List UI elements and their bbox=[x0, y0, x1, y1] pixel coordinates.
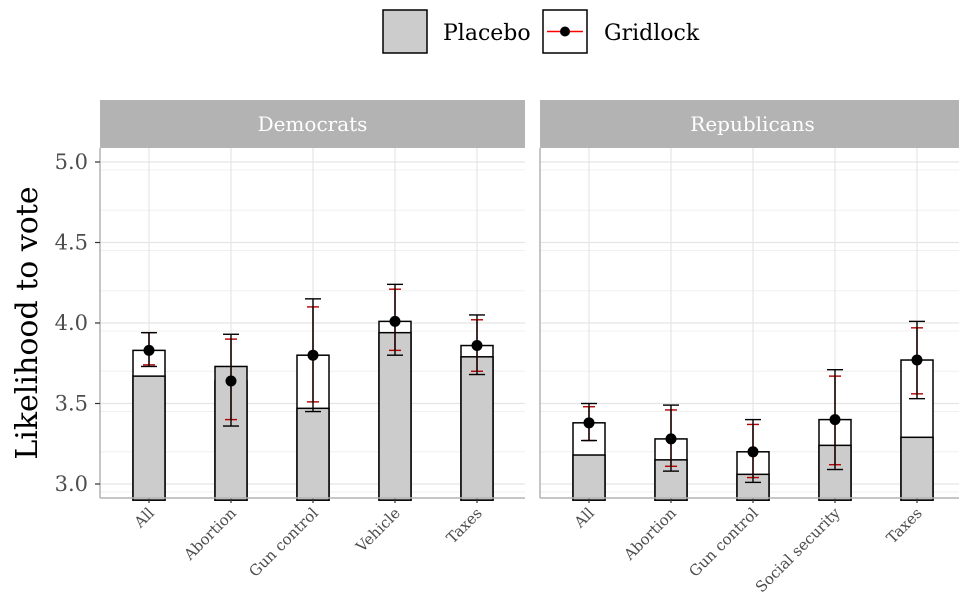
point-gridlock bbox=[225, 375, 237, 387]
y-tick-label: 3.0 bbox=[55, 472, 88, 496]
panel-democrats: Democrats All Abortion Gun control Vehicle Ta… bbox=[99, 100, 525, 581]
legend-label-gridlock: Gridlock bbox=[604, 21, 700, 46]
x-tick-label: All bbox=[570, 504, 598, 532]
bar-placebo bbox=[378, 331, 412, 501]
point-gridlock bbox=[665, 433, 677, 445]
point-gridlock bbox=[143, 344, 155, 356]
point-gridlock bbox=[829, 414, 841, 426]
x-tick-label: Gun control bbox=[685, 504, 762, 581]
bar-placebo bbox=[296, 407, 330, 501]
legend: Placebo Gridlock bbox=[382, 9, 700, 54]
legend-label-placebo: Placebo bbox=[443, 21, 531, 46]
point-gridlock bbox=[307, 349, 319, 361]
x-tick-label: Taxes bbox=[883, 504, 926, 547]
strip-label: Democrats bbox=[258, 112, 368, 136]
bar-placebo bbox=[132, 375, 166, 501]
x-tick-label: Abortion bbox=[180, 504, 240, 564]
panel-republicans: Republicans All Abortion Gun controlSocial … bbox=[539, 100, 959, 596]
strip-label: Republicans bbox=[690, 112, 814, 136]
x-tick-label: Abortion bbox=[620, 504, 680, 564]
point-gridlock bbox=[389, 315, 401, 327]
strip-background bbox=[100, 100, 525, 148]
bar-placebo bbox=[900, 436, 934, 501]
point-gridlock bbox=[471, 340, 483, 352]
x-tick-label: Taxes bbox=[443, 504, 486, 547]
point-gridlock bbox=[583, 417, 595, 429]
legend-key-placebo bbox=[382, 9, 428, 54]
x-tick-label: All bbox=[130, 504, 158, 532]
x-tick-label: Vehicle bbox=[352, 504, 404, 556]
y-tick-label: 5.0 bbox=[55, 150, 88, 174]
point-gridlock bbox=[911, 354, 923, 366]
point-gridlock bbox=[747, 446, 759, 458]
y-tick-label: 4.5 bbox=[55, 231, 88, 255]
strip-background bbox=[540, 100, 959, 148]
x-tick-label: Social security bbox=[752, 504, 844, 596]
legend-key-gridlock-point bbox=[560, 26, 570, 37]
x-tick-label: Gun control bbox=[245, 504, 322, 581]
y-tick-label: 4.0 bbox=[55, 311, 88, 335]
y-tick-label: 3.5 bbox=[55, 392, 88, 416]
bar-placebo bbox=[460, 356, 494, 501]
bar-placebo bbox=[572, 454, 606, 501]
y-axis-title: Likelihood to vote bbox=[10, 186, 45, 459]
